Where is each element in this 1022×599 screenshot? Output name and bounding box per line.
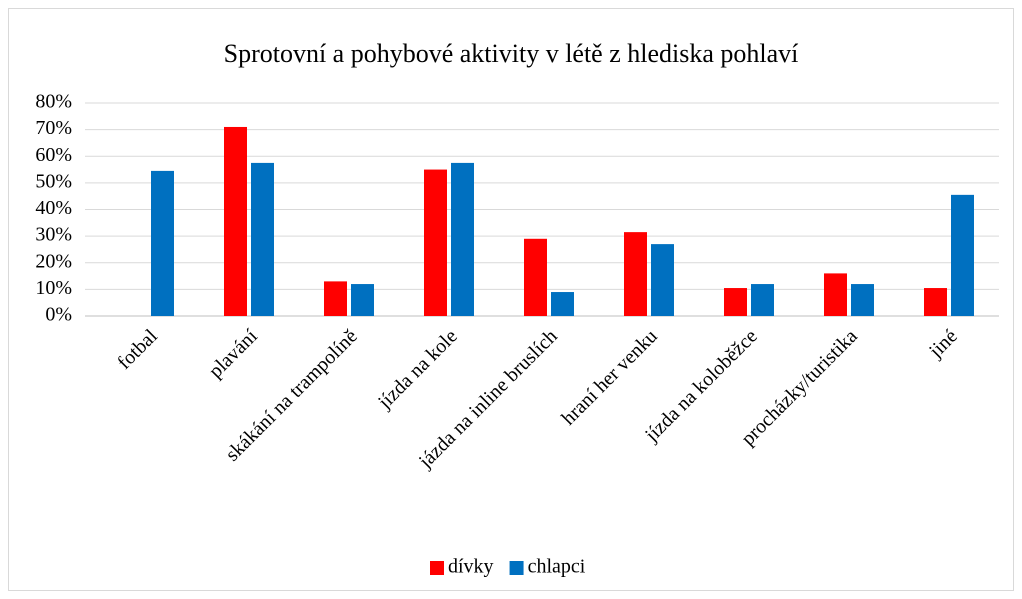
bar [451, 162, 474, 316]
bar [324, 281, 347, 316]
bar [751, 284, 774, 316]
bar [651, 244, 674, 316]
bar [424, 169, 447, 316]
y-tick-label: 10% [35, 277, 72, 299]
bar [951, 194, 974, 316]
y-tick-label: 80% [35, 91, 72, 113]
bar [551, 292, 574, 316]
bar [624, 232, 647, 316]
legend-swatch [430, 561, 444, 575]
y-tick-label: 50% [35, 170, 72, 192]
legend-label: chlapci [528, 556, 586, 578]
y-tick-label: 70% [35, 117, 72, 139]
bar [824, 273, 847, 316]
legend-swatch [509, 561, 524, 575]
y-tick-label: 30% [35, 224, 72, 246]
y-tick-label: 40% [35, 197, 72, 219]
bar [151, 170, 174, 316]
y-tick-label: 0% [45, 304, 72, 326]
bar [351, 284, 374, 316]
bar [224, 126, 247, 317]
bar [924, 288, 947, 316]
chart-title: Sprotovní a pohybové aktivity v létě z h… [224, 39, 799, 68]
bar [251, 162, 274, 316]
y-tick-label: 60% [35, 144, 72, 166]
legend-label: dívky [448, 556, 494, 578]
bar [851, 284, 874, 316]
y-tick-label: 20% [35, 250, 72, 272]
bar [524, 238, 547, 316]
bar [724, 288, 747, 316]
